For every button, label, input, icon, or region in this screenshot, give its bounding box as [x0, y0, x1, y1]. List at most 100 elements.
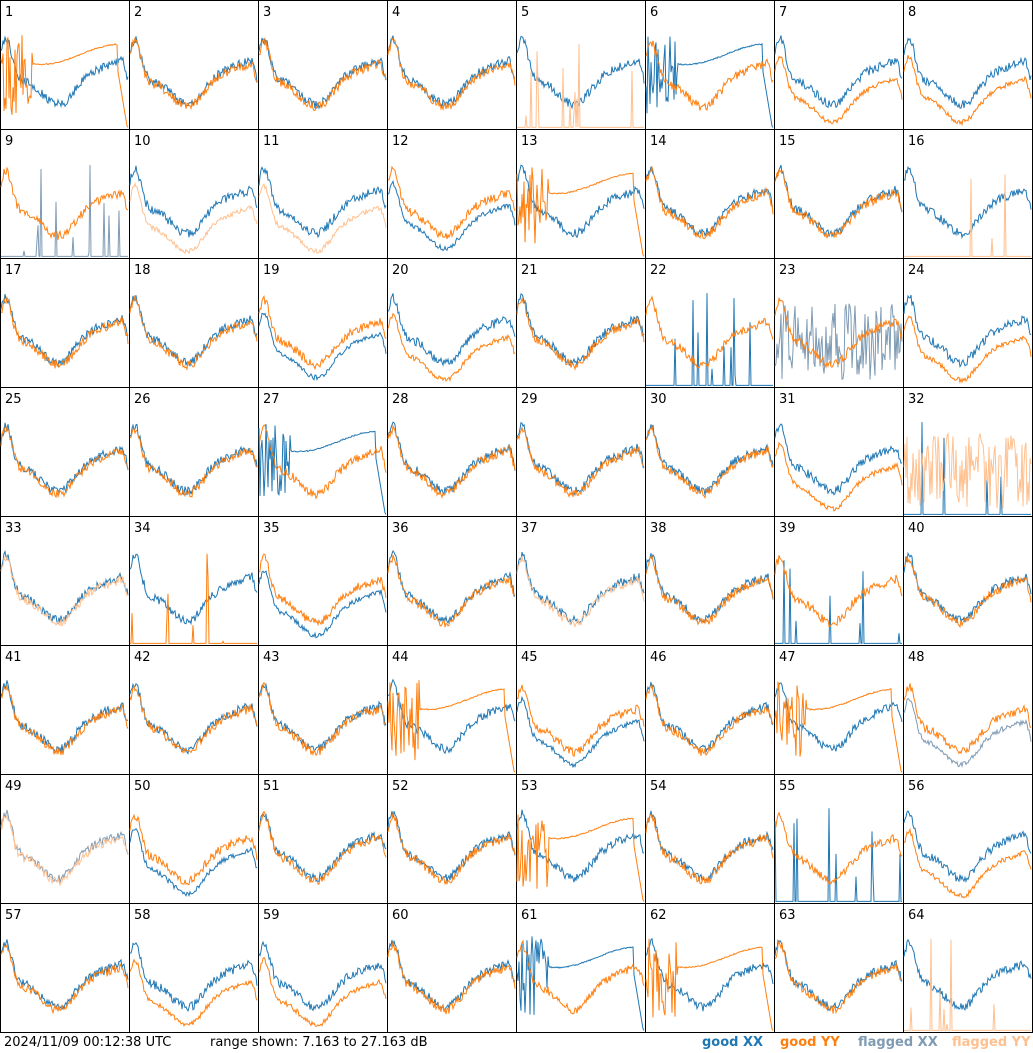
series-xx-line — [774, 35, 903, 109]
panel-label: 36 — [392, 521, 409, 536]
panel-label: 57 — [5, 908, 22, 923]
panel-1: 1 — [0, 0, 130, 130]
series-xx-line — [387, 939, 516, 1011]
series-xx-line — [774, 423, 903, 496]
panel-label: 53 — [521, 779, 538, 794]
panel-label: 14 — [650, 134, 667, 149]
series-xx-line — [516, 809, 645, 883]
panel-label: 42 — [134, 650, 151, 665]
series-xx-line — [903, 294, 1032, 368]
panel-26: 26 — [129, 387, 259, 517]
panel-16: 16 — [903, 129, 1033, 259]
panel-63: 63 — [774, 903, 904, 1033]
panel-frame — [774, 903, 904, 1033]
series-xx-line — [516, 293, 645, 367]
series-xx-line — [516, 936, 645, 1031]
panel-64: 64 — [903, 903, 1033, 1033]
series-yy-line — [0, 554, 129, 627]
series-yy-line — [129, 813, 258, 886]
panel-34: 34 — [129, 516, 259, 646]
panel-8: 8 — [903, 0, 1033, 130]
series-xx-line — [387, 35, 516, 108]
panel-25: 25 — [0, 387, 130, 517]
series-xx-line — [258, 570, 387, 639]
panel-label: 59 — [263, 908, 280, 923]
panel-label: 43 — [263, 650, 280, 665]
series-yy-line — [774, 441, 903, 512]
panel-29: 29 — [516, 387, 646, 517]
series-yy-line — [645, 295, 774, 369]
series-yy-line — [903, 827, 1032, 899]
panel-40: 40 — [903, 516, 1033, 646]
series-yy-line — [387, 680, 516, 773]
panel-label: 46 — [650, 650, 667, 665]
panel-62: 62 — [645, 903, 775, 1033]
panel-label: 51 — [263, 779, 280, 794]
series-yy-line — [904, 938, 1031, 1031]
panel-19: 19 — [258, 258, 388, 388]
series-xx-line — [646, 293, 773, 386]
series-yy-line — [129, 684, 258, 754]
panel-10: 10 — [129, 129, 259, 259]
panel-label: 56 — [908, 779, 925, 794]
panel-frame — [387, 645, 517, 775]
series-yy-line — [645, 554, 774, 626]
panel-9: 9 — [0, 129, 130, 259]
panel-label: 1 — [5, 5, 13, 20]
series-yy-line — [0, 813, 129, 887]
panel-label: 23 — [779, 263, 796, 278]
panel-label: 31 — [779, 392, 796, 407]
series-xx-line — [645, 36, 774, 128]
series-yy-line — [0, 295, 129, 369]
panel-24: 24 — [903, 258, 1033, 388]
series-xx-line — [774, 164, 903, 238]
panel-label: 48 — [908, 650, 925, 665]
series-yy-line — [516, 427, 645, 498]
panel-32: 32 — [903, 387, 1033, 517]
panel-49: 49 — [0, 774, 130, 904]
series-yy-line — [258, 810, 387, 885]
series-yy-line — [645, 684, 774, 757]
footer: 2024/11/09 00:12:38 UTC range shown: 7.1… — [0, 1033, 1033, 1053]
panel-53: 53 — [516, 774, 646, 904]
series-xx-line — [774, 808, 902, 902]
panel-frame — [903, 645, 1033, 775]
panel-label: 54 — [650, 779, 667, 794]
series-xx-line — [903, 37, 1032, 109]
panel-label: 44 — [392, 650, 409, 665]
series-yy-line — [129, 37, 258, 111]
panel-52: 52 — [387, 774, 517, 904]
panel-6: 6 — [645, 0, 775, 130]
panel-label: 47 — [779, 650, 796, 665]
panel-label: 21 — [521, 263, 538, 278]
series-yy-line — [0, 684, 129, 756]
panel-14: 14 — [645, 129, 775, 259]
series-yy-line — [129, 958, 258, 1028]
series-xx-line — [129, 295, 258, 367]
panel-label: 16 — [908, 134, 925, 149]
panel-13: 13 — [516, 129, 646, 259]
panel-label: 58 — [134, 908, 151, 923]
series-xx-line — [129, 423, 258, 496]
series-yy-line — [129, 181, 258, 255]
panel-35: 35 — [258, 516, 388, 646]
series-xx-line — [387, 293, 516, 367]
panel-48: 48 — [903, 645, 1033, 775]
panel-37: 37 — [516, 516, 646, 646]
series-xx-line — [130, 942, 258, 1012]
series-yy-line — [387, 36, 516, 112]
panel-label: 62 — [650, 908, 667, 923]
panel-frame — [903, 258, 1033, 388]
series-yy-line — [0, 425, 129, 499]
series-yy-line — [387, 554, 516, 628]
panel-21: 21 — [516, 258, 646, 388]
panel-frame — [645, 903, 775, 1033]
panel-46: 46 — [645, 645, 775, 775]
panel-label: 9 — [5, 134, 13, 149]
panel-label: 20 — [392, 263, 409, 278]
series-xx-line — [0, 680, 129, 754]
series-xx-line — [903, 810, 1032, 883]
panel-label: 19 — [263, 263, 280, 278]
panel-30: 30 — [645, 387, 775, 517]
panel-label: 17 — [5, 263, 22, 278]
